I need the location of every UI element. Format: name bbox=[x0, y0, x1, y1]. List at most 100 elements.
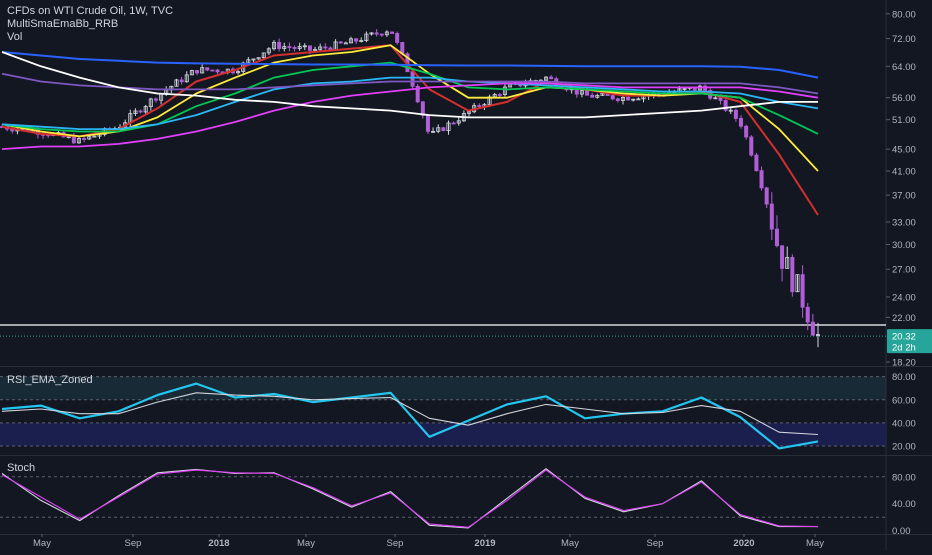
candle-body bbox=[343, 42, 348, 45]
candle-body bbox=[785, 256, 790, 269]
candle-body bbox=[502, 86, 507, 95]
ma-line bbox=[1, 72, 819, 95]
candle-body bbox=[590, 94, 595, 98]
indicator-multisma-label[interactable]: MultiSmaEmaBb_RRB bbox=[7, 18, 119, 30]
candle-body bbox=[287, 46, 292, 48]
candle-body bbox=[728, 109, 733, 112]
candle-body bbox=[626, 97, 631, 101]
price-tick-label: 56.00 bbox=[892, 93, 916, 104]
candle-body bbox=[395, 33, 400, 43]
candle-body bbox=[723, 100, 728, 111]
rsi-legend[interactable]: RSI_EMA_Zoned bbox=[7, 374, 93, 387]
candle-body bbox=[600, 92, 605, 96]
time-tick-label: May bbox=[33, 538, 51, 549]
candle-body bbox=[420, 101, 425, 116]
candle-body bbox=[497, 94, 502, 96]
rsi-zone-upper bbox=[0, 376, 886, 400]
candle-body bbox=[769, 203, 774, 230]
candle-body bbox=[71, 136, 76, 144]
candle-body bbox=[636, 98, 641, 101]
candle-body bbox=[195, 70, 200, 74]
candle-body bbox=[764, 187, 769, 205]
price-tick-label: 33.00 bbox=[892, 218, 916, 229]
candle-body bbox=[384, 31, 389, 36]
time-tick-label: May bbox=[806, 538, 824, 549]
candle-body bbox=[277, 41, 282, 49]
candle-body bbox=[467, 111, 472, 114]
stoch-title: Stoch bbox=[7, 462, 36, 474]
price-tick-label: 18.20 bbox=[892, 358, 916, 369]
candle-body bbox=[189, 70, 194, 76]
price-tick-label: 80.00 bbox=[892, 9, 916, 20]
candle-body bbox=[364, 33, 369, 41]
candle-body bbox=[323, 46, 328, 49]
candle-body bbox=[236, 71, 241, 74]
candle-body bbox=[805, 306, 810, 323]
time-tick-label: May bbox=[561, 538, 579, 549]
candle-body bbox=[184, 74, 189, 83]
chart-header: CFDs on WTI Crude Oil, 1W, TVC MultiSmaE… bbox=[7, 5, 173, 44]
price-tick-label: 27.00 bbox=[892, 265, 916, 276]
candle-body bbox=[682, 88, 687, 90]
candle-body bbox=[390, 31, 395, 34]
ma-line bbox=[1, 82, 819, 150]
candle-body bbox=[410, 71, 415, 87]
candle-body bbox=[318, 46, 323, 50]
candle-body bbox=[739, 118, 744, 127]
rsi-tick-label: 80.00 bbox=[892, 372, 916, 383]
candle-body bbox=[631, 98, 636, 101]
candle-body bbox=[307, 45, 312, 51]
candle-body bbox=[431, 130, 436, 133]
candle-body bbox=[82, 138, 87, 140]
candle-body bbox=[744, 125, 749, 138]
candle-body bbox=[795, 274, 800, 293]
last-price-value: 20.32 bbox=[892, 332, 916, 343]
candle-body bbox=[585, 90, 590, 96]
candle-body bbox=[210, 69, 215, 72]
candle-body bbox=[549, 76, 554, 80]
candle-body bbox=[456, 120, 461, 124]
time-tick-label: May bbox=[297, 538, 315, 549]
candle-body bbox=[153, 98, 158, 101]
candle-body bbox=[271, 41, 276, 50]
price-tick-label: 51.00 bbox=[892, 115, 916, 126]
candle-body bbox=[790, 256, 795, 293]
candle-body bbox=[261, 52, 266, 59]
candle-body bbox=[87, 136, 92, 140]
ma-line bbox=[1, 51, 819, 79]
candle-body bbox=[446, 122, 451, 132]
candle-body bbox=[292, 47, 297, 49]
candle-body bbox=[313, 49, 318, 51]
rsi-signal-line bbox=[1, 392, 819, 436]
candle-body bbox=[800, 274, 805, 308]
candle-body bbox=[610, 95, 615, 100]
stoch-k-line bbox=[1, 468, 818, 529]
time-tick-label: 2019 bbox=[474, 538, 495, 549]
price-tick-label: 41.00 bbox=[892, 167, 916, 178]
candle-body bbox=[251, 58, 256, 61]
candle-body bbox=[544, 76, 549, 81]
price-tick-label: 24.00 bbox=[892, 292, 916, 303]
candle-body bbox=[810, 321, 815, 336]
candle-body bbox=[348, 38, 353, 44]
price-tick-label: 37.00 bbox=[892, 191, 916, 202]
symbol-title[interactable]: CFDs on WTI Crude Oil, 1W, TVC bbox=[7, 5, 174, 17]
candle-body bbox=[759, 170, 764, 189]
ma-line bbox=[1, 44, 819, 172]
candle-body bbox=[282, 46, 287, 49]
candle-body bbox=[133, 110, 138, 114]
price-tick-label: 72.00 bbox=[892, 34, 916, 45]
candle-body bbox=[354, 38, 359, 42]
stoch-tick-label: 80.00 bbox=[892, 472, 916, 483]
indicator-vol-label[interactable]: Vol bbox=[7, 31, 23, 43]
candle-body bbox=[148, 98, 153, 107]
candle-body bbox=[441, 127, 446, 132]
candle-body bbox=[379, 33, 384, 36]
candle-body bbox=[749, 136, 754, 156]
stoch-legend[interactable]: Stoch bbox=[7, 462, 35, 475]
candle-body bbox=[436, 127, 441, 132]
candle-body bbox=[302, 45, 307, 48]
candle-body bbox=[359, 40, 364, 42]
